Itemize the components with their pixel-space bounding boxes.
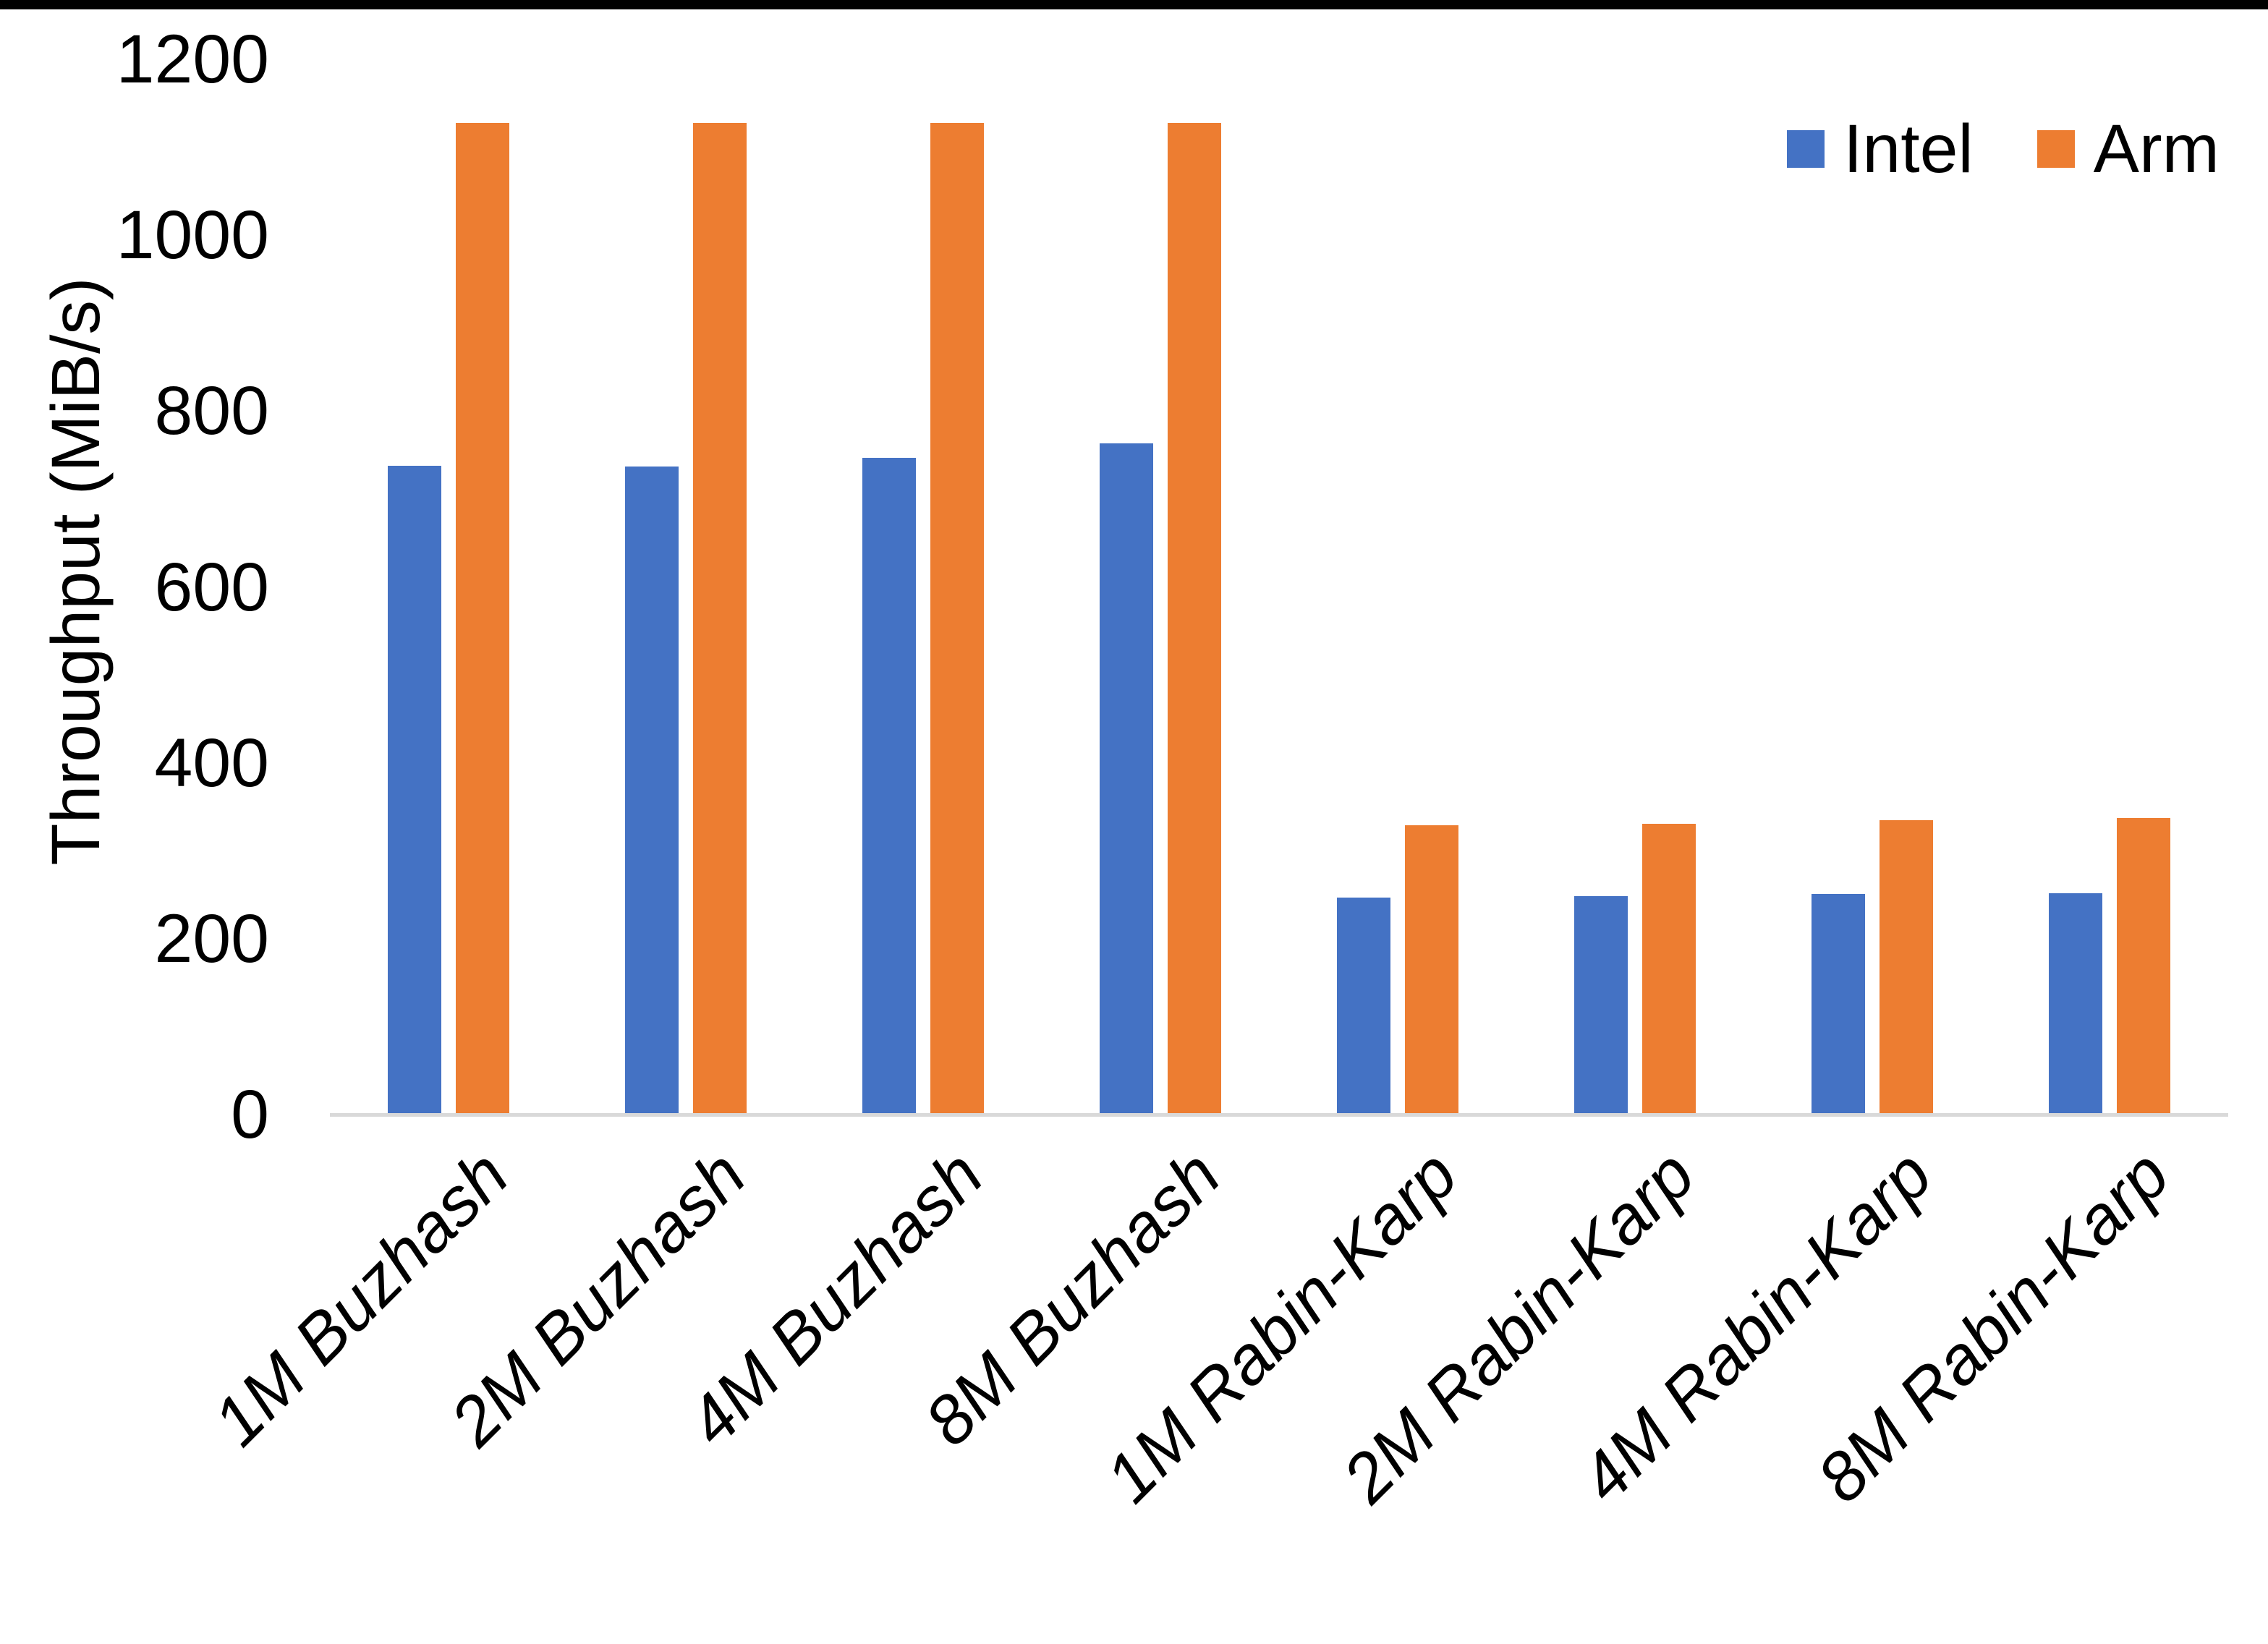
bar-intel-2m-buzhash: [625, 466, 679, 1115]
legend-swatch-arm: [2036, 130, 2075, 168]
bar-arm-4m-rabin-karp: [1880, 819, 1933, 1115]
bar-intel-4m-rabin-karp: [1812, 893, 1865, 1115]
bar-arm-1m-rabin-karp: [1405, 825, 1458, 1115]
y-tick-label: 800: [154, 372, 269, 450]
legend: Intel Arm: [1787, 111, 2220, 187]
bar-arm-1m-buzhash: [456, 122, 509, 1115]
bar-arm-8m-rabin-karp: [2117, 818, 2170, 1115]
bar-intel-1m-rabin-karp: [1337, 897, 1390, 1115]
legend-swatch-intel: [1787, 130, 1825, 168]
bottom-border: [0, 0, 2268, 9]
bar-arm-4m-buzhash: [930, 122, 984, 1115]
x-axis-line: [330, 1113, 2228, 1117]
bar-intel-4m-buzhash: [862, 457, 916, 1115]
legend-label-intel: Intel: [1843, 111, 1974, 187]
bar-intel-8m-buzhash: [1100, 443, 1153, 1115]
y-tick-label: 0: [231, 1076, 269, 1153]
bar-arm-2m-buzhash: [693, 122, 747, 1115]
bar-arm-2m-rabin-karp: [1642, 823, 1696, 1115]
legend-item-intel: Intel: [1787, 114, 1974, 184]
y-tick-label: 600: [154, 548, 269, 626]
y-tick-label: 1200: [116, 21, 269, 98]
y-tick-label: 200: [154, 900, 269, 977]
bar-arm-8m-buzhash: [1168, 122, 1221, 1115]
y-tick-label: 400: [154, 724, 269, 801]
bar-intel-2m-rabin-karp: [1574, 896, 1628, 1115]
legend-label-arm: Arm: [2093, 111, 2220, 187]
legend-item-arm: Arm: [2036, 111, 2220, 187]
y-tick-label: 1000: [116, 197, 269, 274]
bar-intel-8m-rabin-karp: [2049, 893, 2102, 1115]
bar-intel-1m-buzhash: [388, 465, 441, 1115]
